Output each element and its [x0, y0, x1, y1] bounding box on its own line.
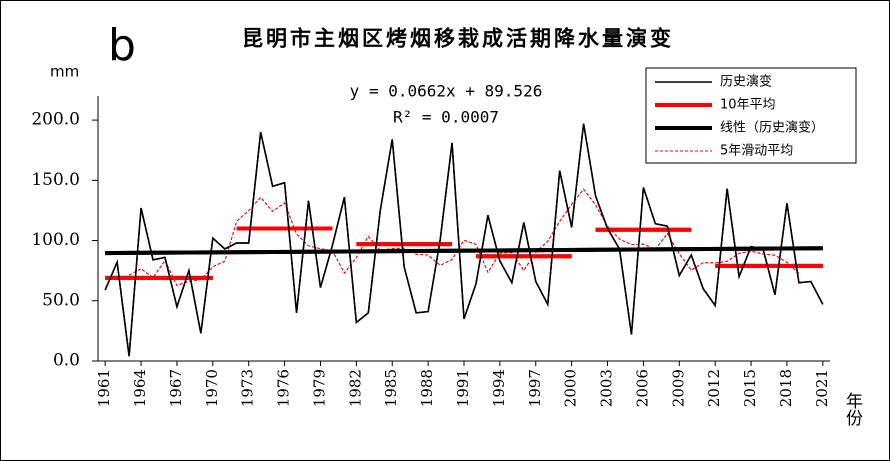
y-axis-label: mm — [50, 63, 79, 81]
legend-box — [645, 67, 857, 164]
x-tick-label: 2015 — [741, 369, 759, 407]
series-line — [105, 246, 823, 256]
x-tick-label: 2003 — [598, 369, 616, 407]
x-tick-label: 1979 — [310, 369, 328, 407]
x-tick-label: 1982 — [346, 369, 364, 407]
x-tick-label: 2012 — [705, 369, 723, 407]
legend-label: 历史演变 — [720, 74, 772, 90]
panel-label: b — [108, 20, 136, 71]
x-tick-label: 1961 — [95, 369, 113, 407]
x-tick-label: 1970 — [203, 369, 221, 407]
chart-title: 昆明市主烟区烤烟移栽成活期降水量演变 — [242, 26, 674, 51]
x-tick-label: 1988 — [418, 369, 436, 407]
y-tick-label: 150.0 — [31, 170, 80, 190]
x-tick-label: 2018 — [777, 369, 795, 407]
x-tick-label: 1985 — [382, 369, 400, 407]
equation: y = 0.0662x + 89.526 — [350, 82, 543, 101]
x-tick-label: 2021 — [813, 369, 831, 407]
series-line — [128, 188, 800, 287]
r-squared: R² = 0.0007 — [393, 108, 499, 127]
x-tick-label: 2006 — [633, 369, 651, 407]
y-tick-label: 200.0 — [31, 110, 80, 130]
x-tick-label: 1991 — [454, 369, 472, 407]
x-tick-label: 1964 — [131, 369, 149, 407]
x-tick-label: 1997 — [526, 369, 544, 407]
x-axis-label: 年份 — [842, 392, 863, 427]
x-tick-label: 2009 — [669, 369, 687, 407]
y-tick-label: 0.0 — [53, 351, 80, 371]
x-tick-label: 1994 — [490, 369, 508, 407]
x-tick-label: 1976 — [275, 369, 293, 407]
x-tick-label: 1967 — [167, 369, 185, 407]
x-tick-label: 2000 — [562, 369, 580, 407]
legend-label: 5年滑动平均 — [720, 144, 793, 159]
legend-label: 10年平均 — [720, 98, 776, 113]
series-line — [104, 123, 824, 357]
y-tick-label: 50.0 — [42, 290, 80, 310]
x-tick-label: 1973 — [239, 369, 257, 407]
y-tick-label: 100.0 — [31, 230, 80, 250]
legend-label: 线性（历史演变） — [720, 120, 824, 136]
